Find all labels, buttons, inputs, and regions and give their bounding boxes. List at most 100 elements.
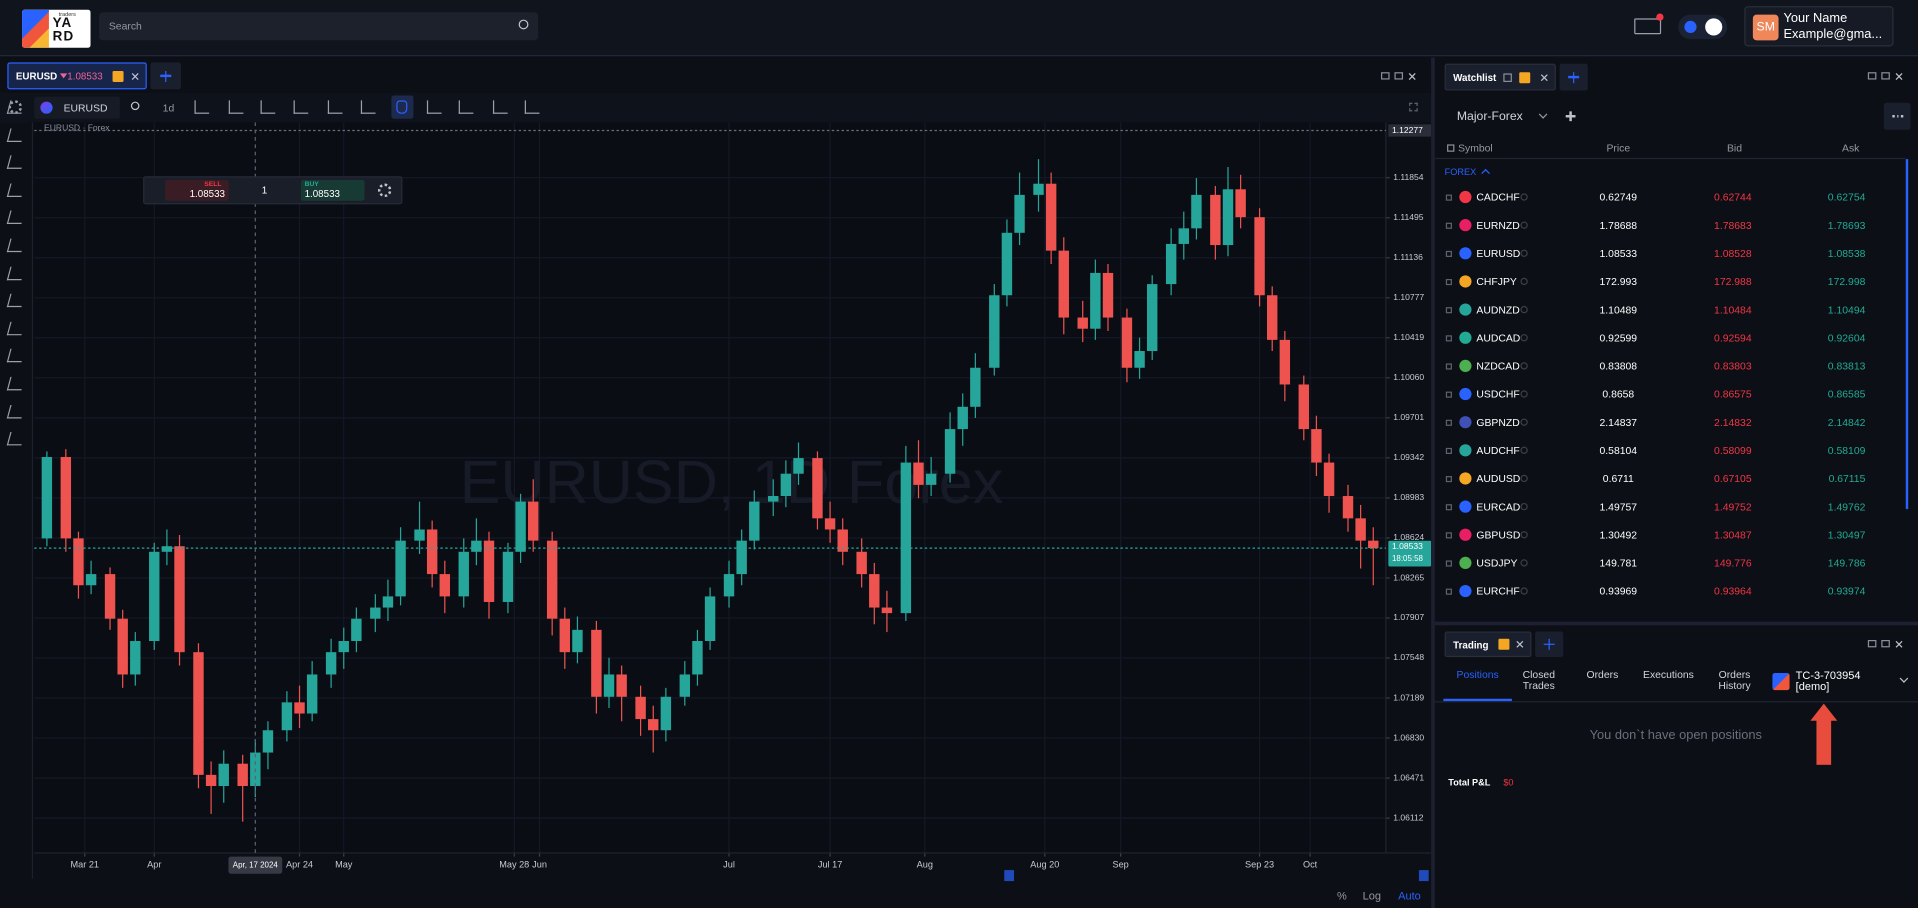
row-checkbox[interactable]: [1445, 335, 1452, 342]
chart-tab[interactable]: EURUSD 1.08533: [7, 62, 147, 90]
watch-symbol[interactable]: AUDCHF: [1476, 444, 1520, 457]
chart-footer-option[interactable]: Auto: [1398, 889, 1421, 902]
search-icon[interactable]: [518, 19, 529, 30]
window-icon[interactable]: [1394, 72, 1404, 80]
watch-symbol[interactable]: EURCAD: [1476, 500, 1521, 513]
watch-symbol[interactable]: AUDUSD: [1476, 472, 1521, 485]
column-header[interactable]: Price: [1606, 141, 1631, 155]
column-header[interactable]: Ask: [1842, 141, 1860, 155]
info-icon[interactable]: [1520, 418, 1528, 426]
info-icon[interactable]: [1520, 193, 1528, 201]
row-checkbox[interactable]: [1445, 363, 1452, 370]
toolbar-icon[interactable]: [194, 100, 210, 114]
info-icon[interactable]: [1520, 249, 1528, 257]
info-icon[interactable]: [1520, 390, 1528, 398]
theme-toggle[interactable]: [1678, 14, 1728, 40]
chart-footer-option[interactable]: Log: [1362, 889, 1382, 902]
row-checkbox[interactable]: [1445, 222, 1452, 229]
column-header[interactable]: Bid: [1726, 141, 1743, 155]
toolbar-icon[interactable]: [492, 100, 508, 114]
toolbar-icon[interactable]: [260, 100, 276, 114]
watchlist-tab[interactable]: Watchlist: [1444, 63, 1556, 91]
group-label[interactable]: FOREX: [1444, 166, 1477, 178]
toolbar-icon[interactable]: [327, 100, 343, 114]
widget-settings[interactable]: [377, 183, 392, 198]
toolbar-icon[interactable]: [293, 100, 309, 114]
settings-icon[interactable]: [8, 100, 23, 114]
chevron[interactable]: [1538, 110, 1548, 119]
row-checkbox[interactable]: [1445, 447, 1452, 455]
toolbar-icon[interactable]: [426, 100, 442, 114]
trading-tab-option[interactable]: Orders History: [1718, 668, 1751, 692]
row-checkbox[interactable]: [1445, 476, 1452, 483]
column-header[interactable]: Symbol: [1458, 141, 1493, 155]
watch-symbol[interactable]: CHFJPY: [1476, 275, 1517, 288]
account-id[interactable]: TC-3-703954: [1795, 669, 1861, 682]
buy-button[interactable]: BUY 1.08533: [300, 179, 365, 201]
row-checkbox[interactable]: [1445, 391, 1452, 398]
watch-symbol[interactable]: USDCHF: [1476, 387, 1520, 401]
watch-symbol[interactable]: GBPNZD: [1476, 416, 1520, 429]
row-checkbox[interactable]: [1445, 532, 1452, 539]
watch-symbol[interactable]: GBPUSD: [1476, 528, 1521, 541]
info-icon[interactable]: [1520, 334, 1528, 342]
trading-tab-option[interactable]: Orders: [1586, 668, 1619, 681]
hand-icon[interactable]: [396, 100, 408, 114]
symbol-search[interactable]: [130, 101, 140, 111]
row-checkbox[interactable]: [1445, 588, 1452, 595]
watch-symbol[interactable]: AUDCAD: [1476, 331, 1521, 344]
trading-tab-option[interactable]: Closed Trades: [1522, 668, 1555, 692]
info-icon[interactable]: [1520, 587, 1528, 595]
info-icon[interactable]: [1520, 446, 1528, 455]
row-checkbox[interactable]: [1445, 307, 1452, 314]
chevron[interactable]: [1899, 674, 1909, 683]
trading-tab-option[interactable]: Positions: [1456, 668, 1499, 681]
toolbar-icon[interactable]: [228, 100, 244, 114]
edit-icon[interactable]: [1503, 73, 1512, 82]
info-icon[interactable]: [1520, 502, 1528, 511]
toolbar-icon[interactable]: [524, 100, 540, 114]
list-name[interactable]: Major-Forex: [1456, 110, 1523, 124]
watch-symbol[interactable]: CADCHF: [1476, 190, 1520, 204]
row-checkbox[interactable]: [1445, 279, 1452, 286]
window-icon[interactable]: [1867, 72, 1877, 80]
profile-box[interactable]: SM Your Name Example@gma...: [1744, 6, 1894, 47]
window-icon[interactable]: [1881, 72, 1890, 80]
interval[interactable]: 1d: [162, 101, 175, 114]
sell-button[interactable]: SELL 1.08533: [165, 179, 229, 201]
toolbar-icon[interactable]: [458, 100, 474, 114]
window-icon[interactable]: [1881, 640, 1890, 648]
watch-symbol[interactable]: EURNZD: [1476, 219, 1520, 232]
watch-symbol[interactable]: AUDNZD: [1476, 303, 1520, 316]
watch-symbol[interactable]: EURUSD: [1476, 247, 1521, 260]
notifications-icon[interactable]: [1634, 18, 1662, 35]
row-checkbox[interactable]: [1445, 419, 1452, 426]
watch-symbol[interactable]: USDJPY: [1476, 556, 1518, 570]
row-checkbox[interactable]: [1445, 560, 1452, 567]
chevron[interactable]: [1481, 168, 1490, 178]
trading-tab[interactable]: Trading: [1444, 631, 1532, 658]
info-icon[interactable]: [1520, 221, 1528, 229]
fullscreen-icon[interactable]: [1409, 102, 1418, 112]
row-checkbox[interactable]: [1445, 194, 1452, 201]
window-icon[interactable]: [1867, 640, 1877, 648]
search-box[interactable]: Search: [99, 12, 539, 41]
row-checkbox[interactable]: [1445, 504, 1452, 511]
info-icon[interactable]: [1520, 531, 1528, 539]
trading-tab-option[interactable]: Executions: [1643, 668, 1694, 681]
watch-symbol[interactable]: EURCHF: [1476, 584, 1520, 598]
quantity[interactable]: 1: [261, 184, 268, 196]
info-icon[interactable]: [1520, 305, 1528, 314]
info-icon[interactable]: [1520, 474, 1528, 483]
account-type[interactable]: [demo]: [1795, 680, 1830, 693]
price-chart[interactable]: 1.06112 1.06471 1.06830 1.07189 1.07548 1.079…: [0, 0, 1432, 908]
info-icon[interactable]: [1520, 559, 1528, 567]
chart-footer-option[interactable]: %: [1336, 889, 1347, 902]
info-icon[interactable]: [1520, 277, 1528, 286]
info-icon[interactable]: [1520, 362, 1528, 370]
toolbar-icon[interactable]: [360, 100, 376, 114]
window-icon[interactable]: [1381, 72, 1390, 80]
row-checkbox[interactable]: [1445, 250, 1452, 257]
watch-symbol[interactable]: NZDCAD: [1476, 359, 1520, 373]
toolbar-symbol[interactable]: EURUSD: [34, 96, 120, 119]
